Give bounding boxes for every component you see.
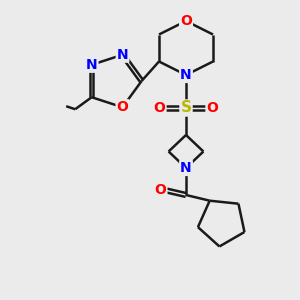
Text: O: O <box>154 184 166 197</box>
Text: S: S <box>181 100 191 116</box>
Text: N: N <box>86 58 98 72</box>
Text: N: N <box>117 48 128 62</box>
Text: O: O <box>180 14 192 28</box>
Text: N: N <box>180 68 192 82</box>
Text: O: O <box>154 101 166 115</box>
Text: N: N <box>180 161 192 175</box>
Text: O: O <box>117 100 128 114</box>
Text: O: O <box>206 101 218 115</box>
